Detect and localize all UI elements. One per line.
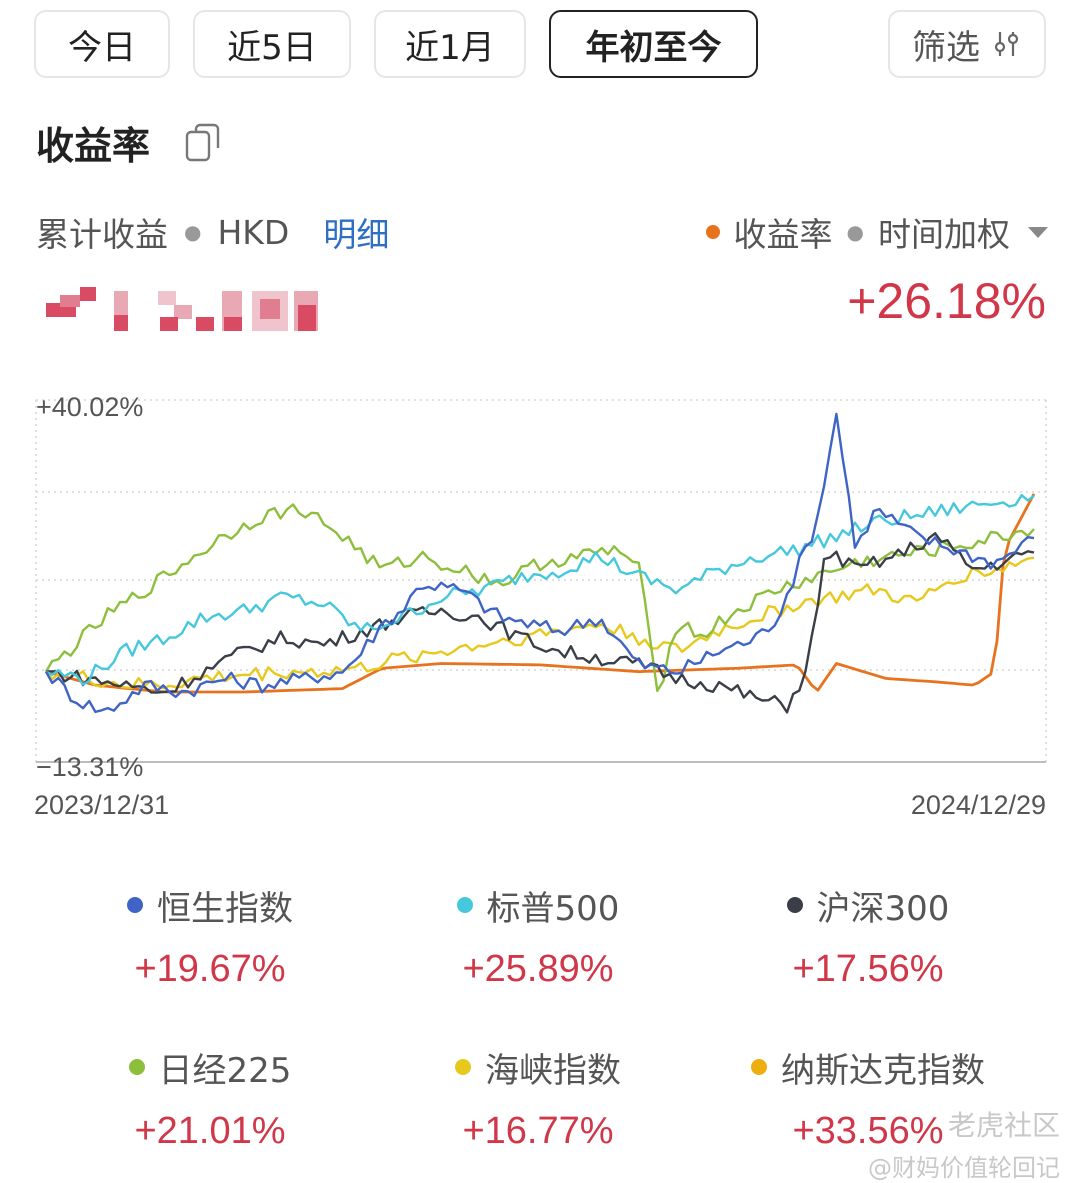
masked-amount	[46, 287, 318, 331]
series-line-0	[45, 493, 1036, 694]
series-line-4	[44, 503, 1035, 693]
series-line-5	[45, 556, 1035, 690]
legend-label: 海峡指数	[485, 1050, 621, 1091]
portfolio-legend-dot	[705, 225, 720, 239]
legend-label: 日经225	[158, 1050, 292, 1091]
legend-value: +16.77%	[462, 1110, 614, 1152]
detail-link[interactable]: 明细	[323, 215, 390, 254]
copy-icon[interactable]	[184, 122, 224, 164]
legend-csi300: 沪深300 +17.56%	[698, 880, 1038, 991]
watermark-brand: 老虎社区	[947, 1109, 1060, 1142]
legend-value: +17.56%	[792, 948, 944, 990]
legend-label: 标普500	[486, 888, 620, 929]
weighting-label: 时间加权	[878, 215, 1010, 254]
legend-hang-seng: 恒生指数 +19.67%	[40, 880, 380, 991]
sliders-icon	[994, 32, 1019, 56]
legend-nasdaq: 纳斯达克指数 +33.56%	[698, 1042, 1038, 1153]
filter-label: 筛选	[912, 27, 980, 68]
tab-1-month[interactable]: 近1月	[374, 10, 526, 78]
tab-today[interactable]: 今日	[34, 10, 170, 78]
legend-value: +33.56%	[792, 1110, 944, 1152]
series-line-3	[45, 532, 1035, 714]
series-line-1	[44, 412, 1035, 714]
x-end-label: 2024/12/29	[911, 790, 1046, 820]
legend-dot	[786, 897, 803, 913]
legend-label: 沪深300	[816, 888, 950, 929]
separator-dot: ●	[846, 220, 864, 244]
tab-ytd[interactable]: 年初至今	[549, 10, 758, 78]
chevron-down-icon	[1028, 226, 1048, 238]
legend-value: +21.01%	[134, 1110, 286, 1152]
legend-dot	[751, 1059, 767, 1075]
y-bottom-label: −13.31%	[36, 752, 143, 782]
y-top-label: +40.02%	[36, 392, 143, 422]
returns-chart[interactable]: +40.02% −13.31% 2023/12/31 2024/12/29	[0, 380, 1080, 820]
legend-dot	[128, 1059, 145, 1075]
legend-value: +19.67%	[134, 948, 286, 990]
legend-dot	[455, 1059, 471, 1075]
legend-dot	[127, 897, 143, 913]
section-title: 收益率	[36, 123, 151, 168]
legend-strait: 海峡指数 +16.77%	[368, 1042, 708, 1153]
x-start-label: 2023/12/31	[34, 790, 169, 820]
legend-label: 恒生指数	[157, 888, 293, 929]
watermark-author: @财妈价值轮回记	[868, 1154, 1060, 1182]
filter-button[interactable]: 筛选	[888, 10, 1046, 78]
legend-value: +25.89%	[462, 948, 614, 990]
legend-dot	[456, 897, 473, 913]
legend-sp500: 标普500 +25.89%	[368, 880, 708, 991]
legend-label: 纳斯达克指数	[781, 1050, 985, 1091]
return-rate-label: 收益率	[733, 215, 833, 254]
total-return-value: +26.18%	[847, 273, 1046, 329]
legend-nikkei: 日经225 +21.01%	[40, 1042, 380, 1153]
separator-dot: ●	[184, 220, 202, 244]
currency-label: HKD	[217, 212, 290, 252]
return-type-selector[interactable]: 收益率 ● 时间加权	[705, 208, 1048, 256]
tab-5-days[interactable]: 近5日	[193, 10, 351, 78]
cumulative-return-label: 累计收益	[36, 215, 168, 254]
